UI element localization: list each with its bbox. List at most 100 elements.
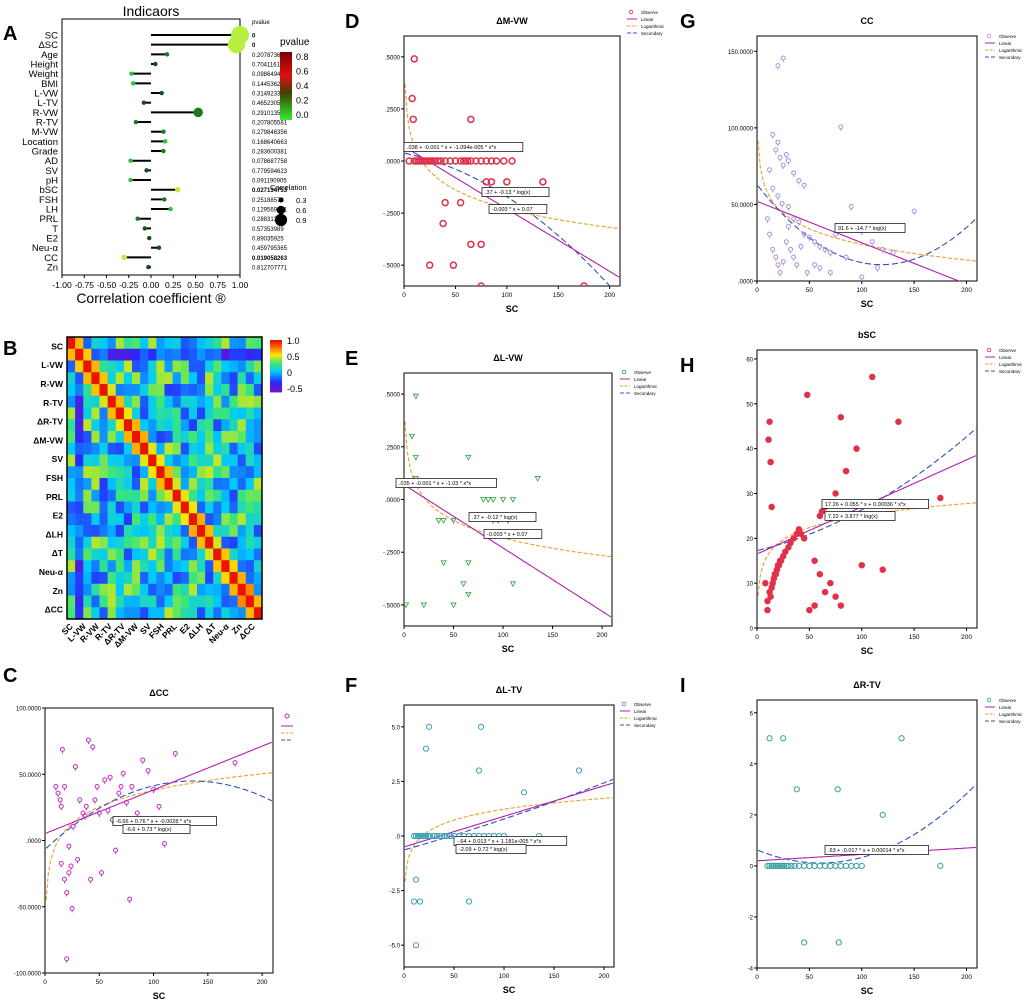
x-tick-label: 100 — [856, 974, 867, 981]
heatmap-cell — [205, 478, 214, 491]
data-point — [465, 454, 472, 461]
lollipop-dot — [175, 187, 181, 193]
heatmap-cell — [197, 372, 206, 385]
heatmap-cell — [107, 513, 117, 526]
x-tick-label: 0.25 — [165, 280, 182, 290]
pvalue-text: 0.027134753 — [252, 188, 288, 194]
heatmap-cell — [75, 419, 84, 432]
legend-marker — [986, 697, 992, 703]
heatmap-cell — [123, 407, 133, 420]
heatmap-cell — [245, 384, 255, 397]
plot-frame — [44, 707, 274, 974]
data-point — [858, 862, 865, 870]
heatmap-cell — [132, 583, 141, 596]
heatmap-cell — [229, 595, 238, 608]
heatmap-cell — [237, 407, 247, 420]
legend-pvalue-bar — [280, 52, 292, 120]
heatmap-cell — [156, 348, 165, 361]
heatmap-cell — [213, 442, 222, 455]
heatmap-cell — [237, 501, 247, 514]
legend-pvalue-tick: 0.0 — [296, 110, 309, 120]
heatmap-cell — [99, 513, 108, 526]
heatmap-cell — [123, 431, 133, 444]
colorbar-segment — [270, 386, 282, 389]
heatmap-cell — [197, 395, 206, 408]
heatmap-cell — [99, 560, 108, 573]
heatmap-cell — [197, 501, 206, 514]
data-point — [450, 602, 457, 609]
heatmap-cell — [75, 478, 84, 491]
heatmap-cell — [237, 583, 247, 596]
heatmap-cell — [172, 337, 182, 350]
heatmap-cell — [188, 478, 198, 491]
heatmap-cell — [115, 372, 125, 385]
heatmap-cell — [221, 501, 230, 514]
heatmap-cell — [213, 595, 222, 608]
scatter-title: ΔL-VW — [493, 353, 523, 363]
heatmap-row-label: R-VW — [40, 379, 64, 389]
colorbar-tick: -0.5 — [287, 384, 303, 394]
heatmap-cell — [180, 525, 190, 538]
data-point — [767, 458, 774, 466]
data-point — [764, 606, 771, 614]
data-point — [467, 240, 475, 249]
legend-marker — [628, 9, 634, 15]
colorbar-segment — [270, 352, 282, 355]
data-point — [816, 570, 824, 578]
heatmap-cell — [221, 572, 230, 585]
heatmap-cell — [132, 454, 141, 467]
heatmap-cell — [237, 360, 247, 373]
data-point — [464, 157, 472, 165]
y-tick-label: 60 — [746, 357, 753, 363]
data-point — [837, 602, 845, 609]
heatmap-cell — [83, 348, 92, 361]
legend-marker — [621, 701, 627, 707]
heatmap-row-label: E2 — [53, 511, 64, 521]
y-tick-label: 0 — [750, 864, 754, 870]
data-point — [580, 282, 588, 286]
row-label: Zn — [47, 263, 58, 274]
heatmap-cell — [115, 478, 125, 491]
equation-label: 91.6 + -14.7 * log(x) — [838, 226, 887, 232]
heatmap-cell — [164, 607, 173, 620]
heatmap-cell — [237, 525, 247, 538]
plot-frame — [403, 704, 615, 968]
x-tick-label: 0 — [402, 632, 406, 639]
heatmap-cell — [172, 560, 182, 573]
heatmap-cell — [205, 466, 214, 479]
heatmap-cell — [99, 360, 108, 373]
data-point — [801, 939, 808, 946]
data-point — [477, 723, 485, 730]
equation-box — [403, 142, 524, 152]
y-tick-label: .0000 — [385, 498, 401, 504]
y-tick-label: .5000 — [385, 55, 401, 61]
heatmap-cell — [237, 595, 247, 608]
heatmap-cell — [123, 348, 133, 361]
data-point — [780, 735, 787, 742]
heatmap-cell — [253, 501, 263, 514]
heatmap-cell — [205, 407, 214, 420]
data-point — [492, 157, 501, 165]
data-point — [412, 942, 420, 949]
colorbar-segment — [270, 350, 282, 353]
data-point — [779, 862, 786, 870]
heatmap-cell — [253, 595, 263, 608]
pvalue-header: pvalue — [252, 20, 270, 26]
x-tick-label: 100 — [856, 287, 867, 294]
x-tick-label: 50 — [450, 632, 458, 639]
lollipop-dot — [164, 52, 170, 57]
heatmap-cell — [253, 442, 263, 455]
heatmap-cell — [221, 337, 230, 350]
row-label: R-TV — [36, 118, 59, 129]
plot-frame — [756, 349, 978, 629]
data-point — [768, 862, 775, 870]
y-tick-label: -4 — [748, 967, 754, 973]
heatmap-cell — [91, 489, 100, 502]
heatmap-cell — [123, 572, 133, 585]
heatmap-cell — [213, 489, 222, 502]
heatmap-cell — [91, 419, 100, 432]
heatmap-cell — [245, 454, 255, 467]
heatmap-cell — [172, 384, 182, 397]
heatmap-cell — [253, 536, 263, 549]
heatmap-cell — [180, 454, 190, 467]
